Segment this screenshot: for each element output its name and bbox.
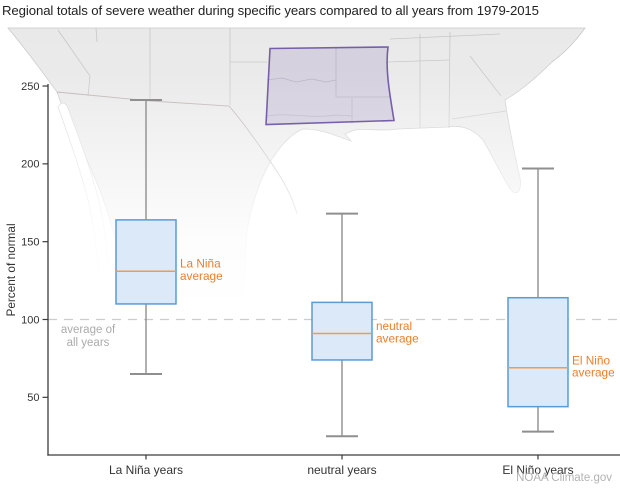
x-category-label: La Niña years <box>109 463 183 477</box>
x-category-label: El Niño years <box>502 463 573 477</box>
chart-title: Regional totals of severe weather during… <box>2 3 539 18</box>
average-annotation-line2: average <box>376 331 419 345</box>
iqr-box <box>115 219 177 305</box>
reference-label-line2: all years <box>67 337 110 349</box>
reference-label-line1: average of <box>61 324 116 336</box>
average-annotation-line1: La Niña <box>180 257 221 271</box>
average-annotation-line1: El Niño <box>572 353 610 367</box>
average-annotation-line2: average <box>572 366 615 380</box>
y-axis-title: Percent of normal <box>4 223 18 316</box>
iqr-box <box>311 301 373 361</box>
highlight-region <box>265 46 395 126</box>
average-annotation-line2: average <box>180 269 223 283</box>
y-tick-label: 50 <box>27 392 39 404</box>
x-category-label: neutral years <box>307 463 376 477</box>
y-tick-label: 200 <box>21 159 39 171</box>
y-tick-label: 150 <box>21 236 39 248</box>
iqr-box <box>507 296 569 408</box>
y-tick-label: 100 <box>21 314 39 326</box>
footer-credit: NOAA Climate.gov <box>516 472 612 484</box>
y-tick-label: 250 <box>21 81 39 93</box>
average-annotation-line1: neutral <box>376 319 412 333</box>
